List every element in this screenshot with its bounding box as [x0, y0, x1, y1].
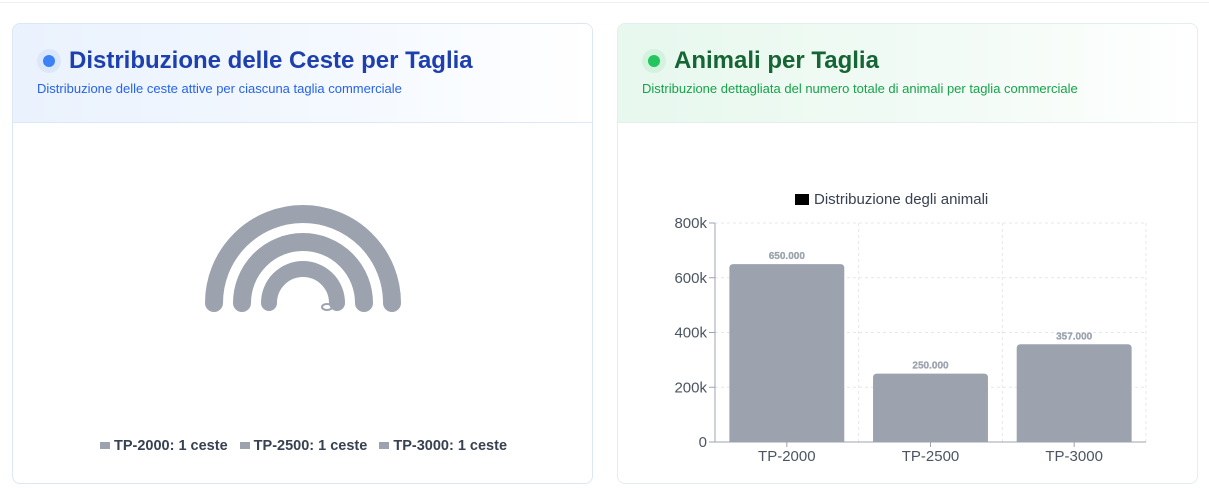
bar-data-label: 357.000	[1056, 331, 1093, 342]
bar-tp-2000	[729, 264, 845, 442]
legend-label: Distribuzione degli animali	[814, 191, 988, 208]
y-tick-label: 600k	[674, 270, 707, 287]
legend-label: TP-3000: 1 ceste	[393, 438, 508, 454]
card-title: Animali per Taglia	[674, 47, 879, 74]
radial-bar-tp-2000	[205, 205, 401, 312]
bar-chart: Distribuzione degli animali 0 200k 400k 600k…	[674, 191, 1147, 465]
status-dot-icon	[642, 49, 666, 73]
card-title: Distribuzione delle Ceste per Taglia	[69, 47, 473, 74]
legend-item-tp-2000[interactable]: TP-2000: 1 ceste	[99, 438, 228, 454]
x-tick-label: TP-2500	[902, 448, 960, 465]
bar-data-label: 250.000	[912, 361, 949, 372]
y-tick-label: 400k	[674, 325, 707, 342]
legend-label: TP-2000: 1 ceste	[113, 438, 228, 454]
x-tick-label: TP-3000	[1045, 448, 1103, 465]
bar-data-label: 650.000	[769, 251, 806, 262]
chart-legend: TP-2000: 1 ceste TP-2500: 1 ceste TP-300…	[13, 438, 592, 454]
card-header: Distribuzione delle Ceste per Taglia Dis…	[13, 24, 592, 123]
bar-tp-3000	[1016, 344, 1132, 442]
legend-swatch	[379, 441, 390, 449]
card-header: Animali per Taglia Distribuzione dettagl…	[618, 24, 1197, 123]
card-subtitle: Distribuzione dettagliata del numero tot…	[642, 81, 1078, 96]
legend-swatch	[99, 441, 110, 449]
x-tick-label: TP-2000	[758, 448, 816, 465]
y-tick-label: 800k	[674, 215, 707, 232]
y-tick-label: 0	[699, 434, 707, 451]
y-tick-label: 200k	[674, 379, 707, 396]
legend-swatch	[239, 441, 250, 449]
radial-center-marker	[321, 303, 333, 311]
radial-bar-chart	[205, 205, 401, 312]
legend-label: TP-2500: 1 ceste	[253, 438, 368, 454]
bar-tp-2500	[873, 373, 988, 442]
card-subtitle: Distribuzione delle ceste attive per cia…	[37, 81, 402, 96]
legend-item-tp-2500[interactable]: TP-2500: 1 ceste	[239, 438, 368, 454]
card-basket-distribution: Distribuzione delle Ceste per Taglia Dis…	[12, 23, 593, 484]
legend-item-tp-3000[interactable]: TP-3000: 1 ceste	[379, 438, 507, 454]
legend-swatch	[795, 194, 809, 205]
top-divider	[0, 0, 1209, 3]
status-dot-icon	[37, 49, 61, 73]
radial-bar-tp-2500	[233, 233, 373, 312]
card-animals-per-size: Animali per Taglia Distribuzione dettagl…	[617, 23, 1198, 484]
radial-bar-tp-3000	[261, 261, 345, 311]
